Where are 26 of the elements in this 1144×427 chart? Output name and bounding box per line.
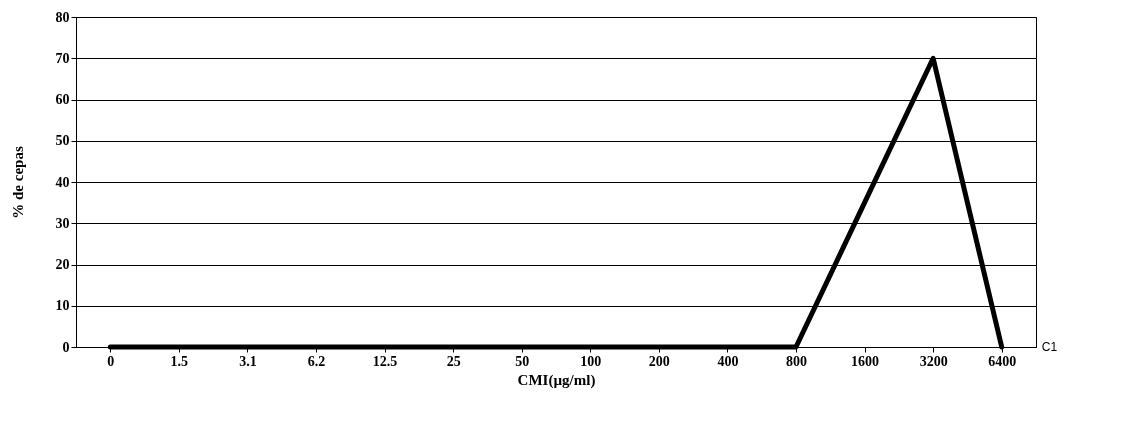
y-axis-title: % de cepas (9, 146, 26, 219)
y-tick-label: 40 (55, 174, 70, 190)
x-tick-label: 100 (580, 353, 602, 369)
x-tick-label: 6.2 (307, 353, 326, 369)
x-tick-label: 800 (786, 353, 807, 369)
y-tick-label: 0 (62, 339, 70, 355)
x-tick-label: 50 (515, 353, 530, 369)
y-tick-label: 10 (55, 298, 70, 314)
y-tick-label: 70 (55, 50, 70, 66)
x-tick-label: 6400 (988, 353, 1017, 369)
y-tick-label: 50 (55, 133, 70, 149)
y-tick-label: 80 (55, 9, 70, 25)
x-tick-label: 25 (446, 353, 461, 369)
y-tick-label: 20 (55, 257, 70, 272)
x-tick-label: 12.5 (372, 353, 398, 369)
x-axis-title: CMI(µg/ml) (517, 371, 596, 389)
x-tick-label: 1600 (851, 353, 880, 369)
x-tick-label: 0 (107, 353, 115, 369)
x-tick-label: 1.5 (170, 353, 189, 369)
y-tick-label: 60 (55, 92, 70, 107)
x-tick-label: 400 (717, 353, 739, 369)
y-tick-label: 30 (55, 215, 70, 231)
x-tick-label: 3200 (919, 353, 948, 369)
x-tick-label: 3.1 (239, 353, 257, 369)
text: C1 (1041, 340, 1058, 354)
x-tick-label: 200 (648, 353, 670, 369)
